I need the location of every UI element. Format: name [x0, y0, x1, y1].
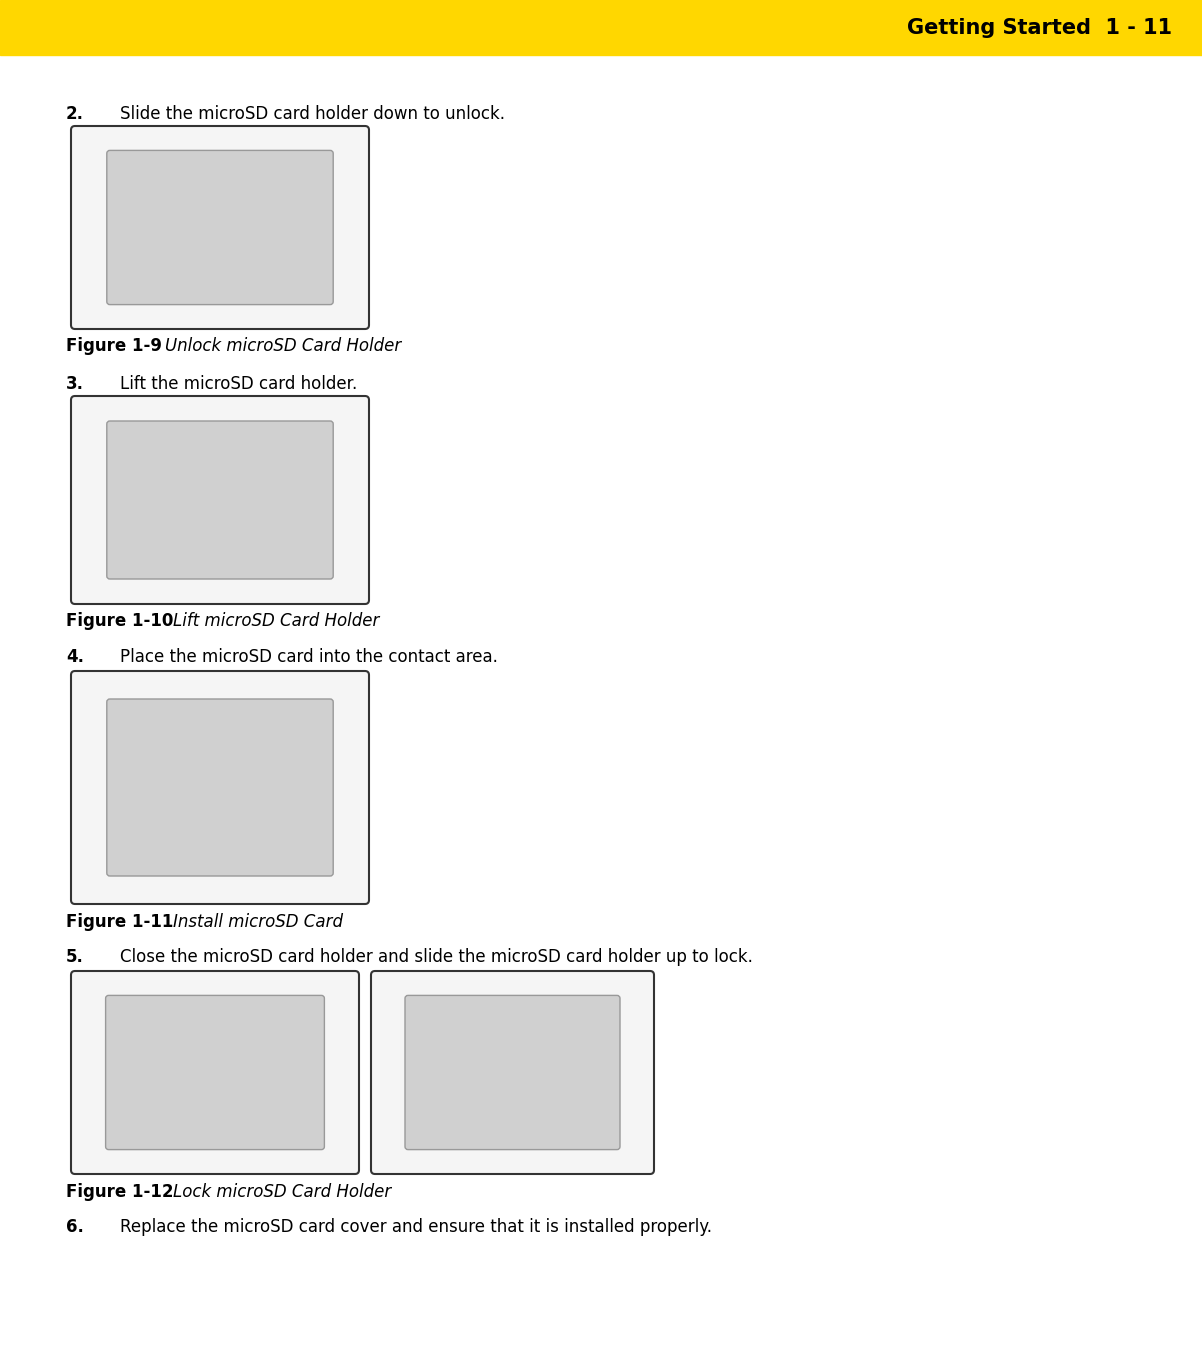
- Text: 5.: 5.: [66, 949, 84, 966]
- FancyBboxPatch shape: [71, 972, 359, 1174]
- Text: Replace the microSD card cover and ensure that it is installed properly.: Replace the microSD card cover and ensur…: [120, 1219, 712, 1236]
- Text: Place the microSD card into the contact area.: Place the microSD card into the contact …: [120, 649, 498, 666]
- Text: Figure 1-12: Figure 1-12: [66, 1183, 173, 1201]
- FancyBboxPatch shape: [371, 972, 654, 1174]
- FancyBboxPatch shape: [107, 151, 333, 304]
- Text: 3.: 3.: [66, 375, 84, 394]
- Text: Lift the microSD card holder.: Lift the microSD card holder.: [120, 375, 357, 394]
- Bar: [0, 0, 1202, 56]
- Text: Figure 1-10: Figure 1-10: [66, 612, 173, 630]
- FancyBboxPatch shape: [71, 670, 369, 904]
- Text: Close the microSD card holder and slide the microSD card holder up to lock.: Close the microSD card holder and slide …: [120, 949, 752, 966]
- Text: 2.: 2.: [66, 104, 84, 123]
- Text: 6.: 6.: [66, 1219, 84, 1236]
- FancyBboxPatch shape: [106, 996, 325, 1149]
- FancyBboxPatch shape: [71, 126, 369, 328]
- Text: Figure 1-11: Figure 1-11: [66, 913, 173, 931]
- Text: 4.: 4.: [66, 649, 84, 666]
- Text: Slide the microSD card holder down to unlock.: Slide the microSD card holder down to un…: [120, 104, 505, 123]
- FancyBboxPatch shape: [107, 421, 333, 579]
- Text: Unlock microSD Card Holder: Unlock microSD Card Holder: [144, 337, 401, 356]
- Text: Install microSD Card: Install microSD Card: [151, 913, 343, 931]
- FancyBboxPatch shape: [107, 699, 333, 877]
- Text: Lock microSD Card Holder: Lock microSD Card Holder: [151, 1183, 391, 1201]
- FancyBboxPatch shape: [71, 396, 369, 604]
- Text: Lift microSD Card Holder: Lift microSD Card Holder: [151, 612, 379, 630]
- Text: Getting Started  1 - 11: Getting Started 1 - 11: [906, 18, 1172, 38]
- Text: Figure 1-9: Figure 1-9: [66, 337, 162, 356]
- FancyBboxPatch shape: [405, 996, 620, 1149]
